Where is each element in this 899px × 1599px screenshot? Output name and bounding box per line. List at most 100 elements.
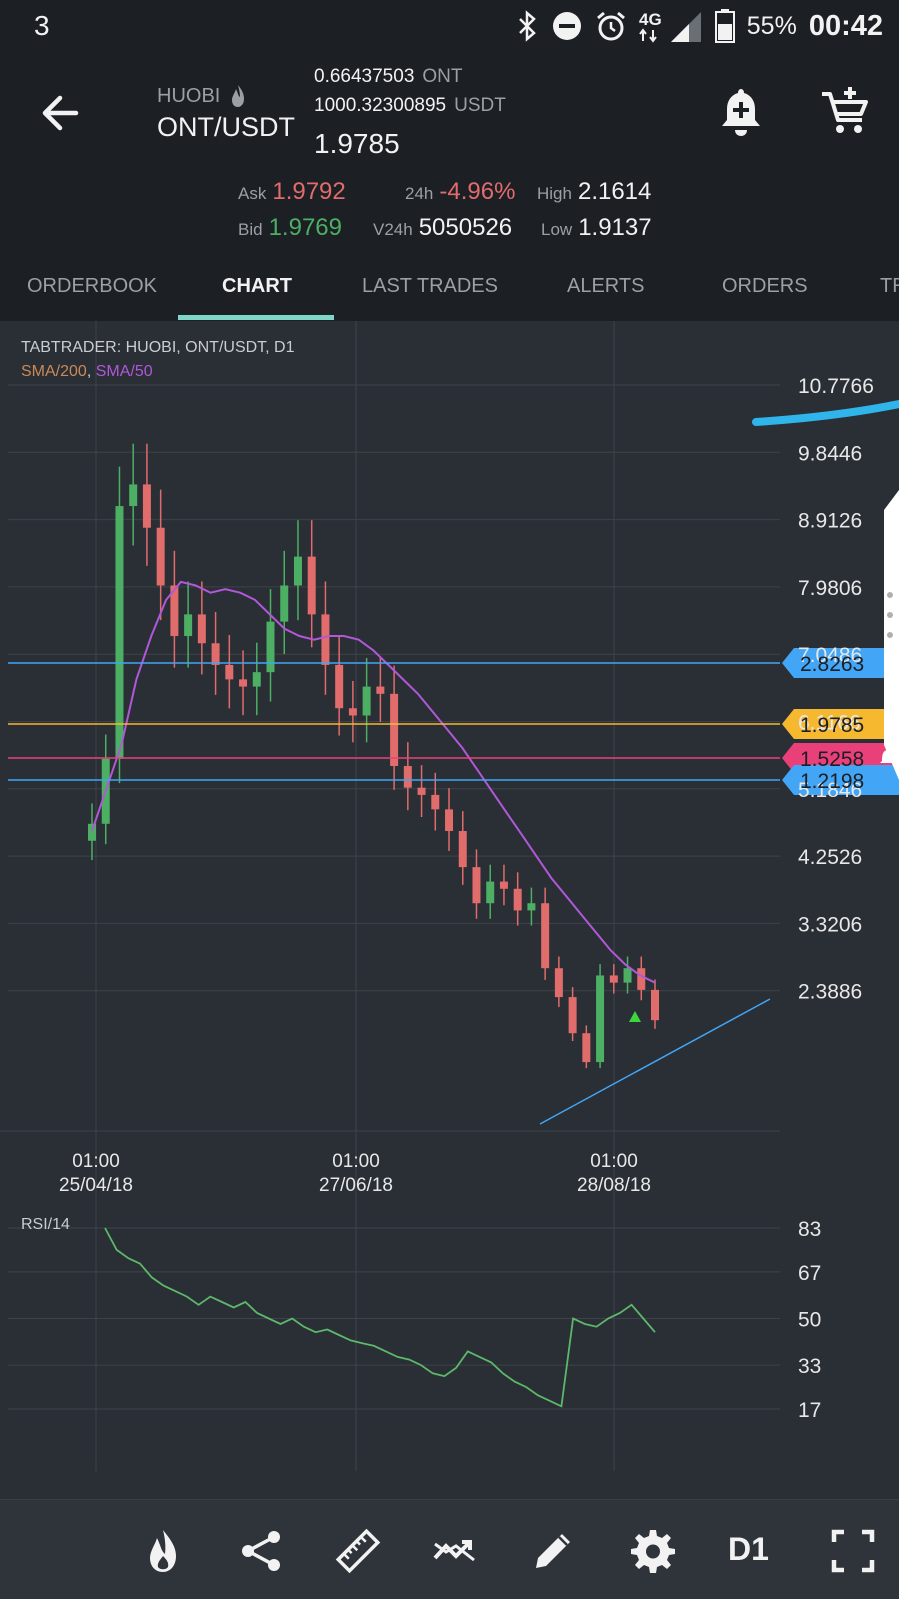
pencil-icon[interactable] <box>530 1528 576 1574</box>
svg-text:4G: 4G <box>639 10 662 29</box>
sma50-line <box>91 580 656 984</box>
price-tick-label: 10.7766 <box>798 375 874 398</box>
tab-orders[interactable]: ORDERS <box>722 275 808 297</box>
rsi-line <box>104 1227 656 1408</box>
tab-alerts[interactable]: ALERTS <box>567 275 645 297</box>
price-level-label: 1.5258 <box>800 748 864 771</box>
share-icon[interactable] <box>238 1528 284 1574</box>
network-4g-icon: 4G <box>639 10 701 43</box>
buy-marker <box>629 1011 641 1022</box>
candle-body <box>390 693 399 767</box>
last-price: 1.9785 <box>314 128 400 159</box>
candle-body <box>88 823 96 841</box>
candle-body <box>348 708 357 716</box>
add-to-cart-icon[interactable] <box>820 86 870 136</box>
candle-body <box>499 881 508 889</box>
candle-body <box>637 968 646 990</box>
candle-body <box>142 484 151 528</box>
quote-balance-value: 1000.32300895 <box>314 95 447 116</box>
candle-body <box>239 679 248 687</box>
active-tab-indicator <box>178 315 334 320</box>
candle-body <box>225 664 234 680</box>
low-value: 1.9137 <box>578 214 652 241</box>
rsi-tick-label: 50 <box>798 1309 821 1332</box>
price-tick-label: 6.1166 <box>798 712 861 735</box>
indicator-icon[interactable] <box>432 1528 478 1574</box>
price-level-label: 1.9785 <box>800 714 864 737</box>
rsi-tick-label: 17 <box>798 1399 821 1422</box>
back-arrow-icon[interactable] <box>36 88 86 138</box>
date-tick-time: 01:00 <box>590 1151 638 1172</box>
candle-body <box>554 968 563 998</box>
candle-body <box>431 794 440 810</box>
price-tick-label: 7.0486 <box>798 644 862 667</box>
change-stat: 24h -4.96% <box>405 178 515 206</box>
tab-trades-truncated[interactable]: TR <box>880 275 899 297</box>
trend-line <box>539 998 771 1125</box>
candle-body <box>417 787 426 795</box>
fullscreen-icon[interactable] <box>830 1528 876 1574</box>
ruler-icon[interactable] <box>335 1528 381 1574</box>
tab-chart[interactable]: CHART <box>222 275 292 297</box>
base-balance-unit: ONT <box>422 66 463 87</box>
bottom-toolbar: D1 <box>0 1499 899 1599</box>
ask-stat: Ask 1.9792 <box>238 178 346 206</box>
date-tick-time: 01:00 <box>332 1151 380 1172</box>
huobi-flame-icon[interactable] <box>140 1528 186 1574</box>
rsi-tick-label: 33 <box>798 1355 821 1378</box>
rsi-title: RSI/14 <box>21 1216 70 1233</box>
indicator-legend: SMA/200, SMA/50 <box>21 363 153 380</box>
candle-body <box>596 975 605 1063</box>
rsi-tick-label: 67 <box>798 1262 821 1285</box>
change-value: -4.96% <box>439 178 516 205</box>
volume-stat: V24h 5050526 <box>373 214 512 242</box>
price-chart[interactable]: 10.7766 9.8446 8.9126 7.9806 7.0486 6.1166 5.1… <box>0 321 899 1499</box>
settings-icon[interactable] <box>630 1528 676 1574</box>
volume-label: V24h <box>373 220 413 239</box>
candle-body <box>197 614 206 644</box>
price-tick-label: 3.3206 <box>798 913 862 936</box>
battery-icon <box>714 9 735 43</box>
candle-body <box>651 989 659 1021</box>
drawer-dot <box>887 632 893 638</box>
candle-body <box>266 621 275 673</box>
sma200-legend[interactable]: SMA/200 <box>21 363 87 380</box>
candle-body <box>403 766 412 788</box>
high-label: High <box>537 184 572 203</box>
candle-body <box>623 968 632 983</box>
timeframe-button[interactable]: D1 <box>728 1531 769 1567</box>
volume-value: 5050526 <box>418 214 513 241</box>
candle-body <box>156 527 165 586</box>
battery-percent: 55% <box>746 11 797 40</box>
sma50-legend[interactable]: SMA/50 <box>95 363 153 380</box>
price-tick-label: 8.9126 <box>798 510 862 533</box>
high-stat: High 2.1614 <box>537 178 651 206</box>
date-tick-date: 25/04/18 <box>59 1175 133 1196</box>
date-tick-time: 01:00 <box>72 1151 120 1172</box>
bid-value: 1.9769 <box>268 214 342 241</box>
change-label: 24h <box>405 184 434 203</box>
candle-body <box>280 585 289 622</box>
notification-count: 3 <box>34 10 50 41</box>
add-alert-icon[interactable] <box>718 86 764 138</box>
status-icons: 4G 55% 00:42 <box>517 8 883 44</box>
candle-body <box>170 585 179 637</box>
candle-body <box>376 686 385 694</box>
candle-body <box>527 903 536 911</box>
price-level-label: 1.2198 <box>800 770 864 793</box>
candle-body <box>335 664 344 709</box>
tab-bar: ORDERBOOK CHART LAST TRADES ALERTS ORDER… <box>0 255 899 321</box>
candle-body <box>513 888 522 911</box>
candle-body <box>458 831 467 868</box>
tab-last-trades[interactable]: LAST TRADES <box>362 275 498 297</box>
date-tick-date: 28/08/18 <box>577 1175 651 1196</box>
app-header: HUOBI ONT/USDT 0.66437503 ONT 1000.323008… <box>0 52 899 255</box>
ask-label: Ask <box>238 184 267 203</box>
price-level-tag <box>782 765 899 795</box>
candle-body <box>472 867 481 904</box>
trading-pair: ONT/USDT <box>157 112 295 142</box>
tab-orderbook[interactable]: ORDERBOOK <box>27 275 158 297</box>
alarm-icon <box>596 11 625 41</box>
price-level-tag <box>782 648 899 678</box>
highlight-stroke <box>752 400 899 426</box>
